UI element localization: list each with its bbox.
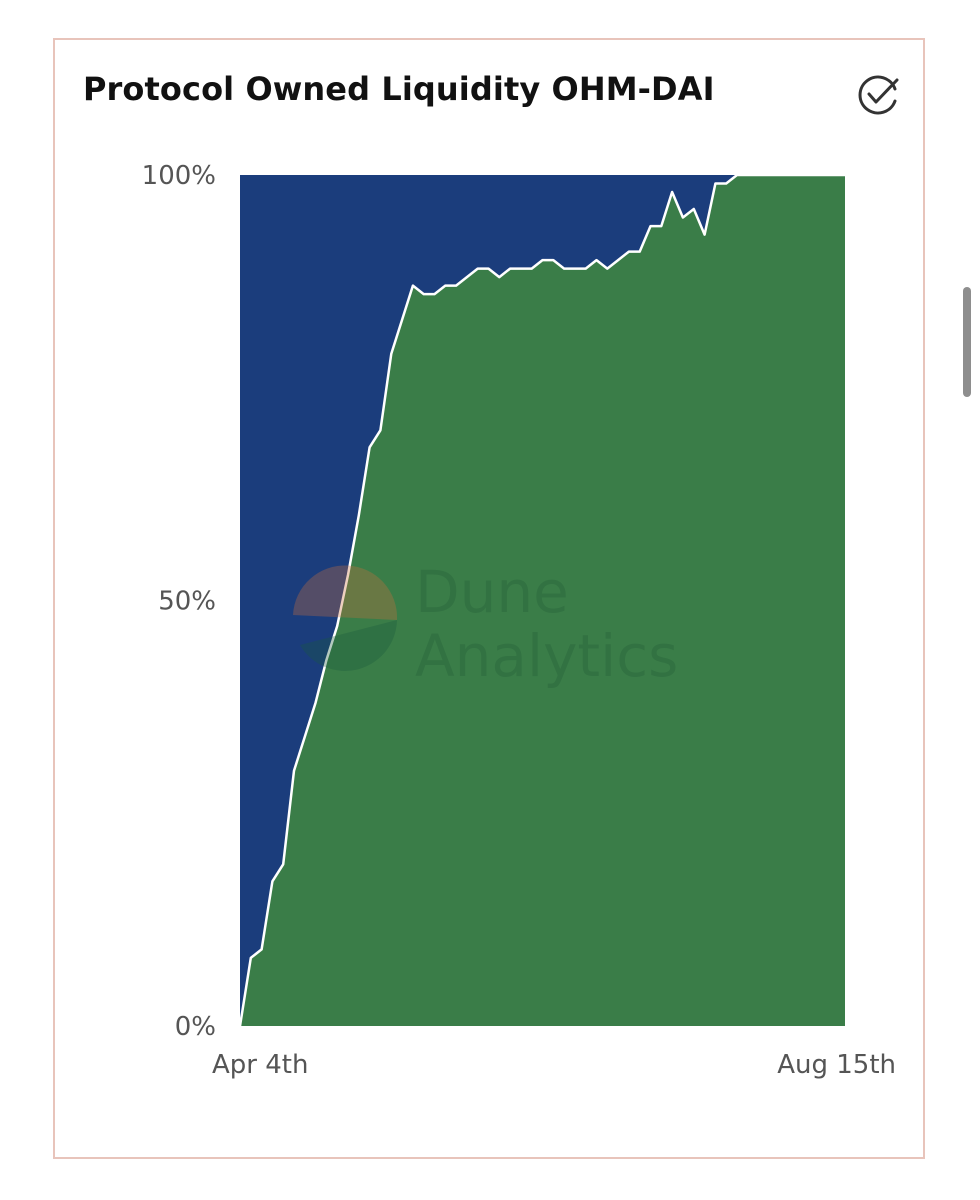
x-tick-label: Apr 4th bbox=[212, 1050, 308, 1080]
x-tick-label: Aug 15th bbox=[777, 1050, 896, 1080]
scrollbar-thumb[interactable] bbox=[963, 287, 971, 397]
check-circle-icon[interactable] bbox=[855, 72, 901, 118]
chart-title: Protocol Owned Liquidity OHM-DAI bbox=[83, 70, 715, 108]
x-axis-ticks: Apr 4th Aug 15th bbox=[212, 1050, 896, 1080]
y-axis-ticks: 0% 50% 100% bbox=[142, 161, 216, 1042]
lower-series-area bbox=[240, 175, 845, 1026]
y-tick-label: 50% bbox=[158, 587, 216, 617]
watermark-line-1: Dune bbox=[415, 558, 569, 626]
y-tick-label: 0% bbox=[175, 1012, 216, 1042]
watermark-line-2: Analytics bbox=[415, 622, 678, 690]
series-boundary-line bbox=[238, 173, 845, 1027]
y-tick-label: 100% bbox=[142, 161, 216, 191]
dune-watermark: Dune Analytics bbox=[293, 558, 678, 690]
